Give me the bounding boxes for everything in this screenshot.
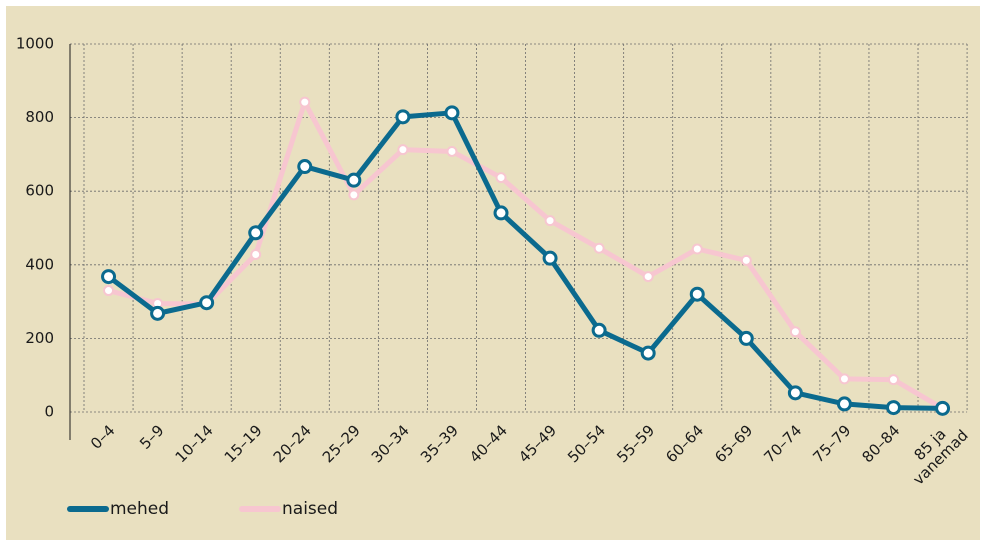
- y-tick-label: 0: [44, 403, 54, 421]
- background: [6, 6, 980, 540]
- point: [150, 305, 166, 321]
- point: [493, 205, 509, 221]
- point: [248, 225, 264, 241]
- point: [446, 145, 458, 157]
- point: [297, 159, 313, 175]
- point: [544, 215, 556, 227]
- point: [101, 269, 117, 285]
- series-line: [107, 110, 943, 411]
- point: [444, 105, 460, 121]
- point: [838, 373, 850, 385]
- y-tick-label: 400: [25, 255, 54, 273]
- point: [591, 322, 607, 338]
- point: [542, 250, 558, 266]
- point: [397, 144, 409, 156]
- point: [299, 96, 311, 108]
- series-line: [107, 99, 944, 411]
- point: [593, 242, 605, 254]
- grid: [70, 43, 968, 413]
- point: [885, 400, 901, 416]
- y-tick-label: 800: [25, 108, 54, 126]
- legend-label: naised: [282, 499, 338, 519]
- legend-label: mehed: [110, 499, 169, 519]
- point: [395, 109, 411, 125]
- point: [495, 172, 507, 184]
- point: [836, 396, 852, 412]
- marks: [101, 96, 951, 416]
- point: [640, 345, 656, 361]
- point: [199, 295, 215, 311]
- y-tick-label: 200: [25, 329, 54, 347]
- point: [740, 254, 752, 266]
- point: [346, 172, 362, 188]
- point: [887, 374, 899, 386]
- y-tick-label: 1000: [16, 35, 54, 53]
- point: [691, 243, 703, 255]
- point: [738, 330, 754, 346]
- point: [348, 189, 360, 201]
- point: [787, 385, 803, 401]
- point: [250, 248, 262, 260]
- point: [103, 285, 115, 297]
- point: [789, 326, 801, 338]
- point: [689, 286, 705, 302]
- point: [642, 271, 654, 283]
- point: [935, 400, 951, 416]
- y-tick-label: 600: [25, 182, 54, 200]
